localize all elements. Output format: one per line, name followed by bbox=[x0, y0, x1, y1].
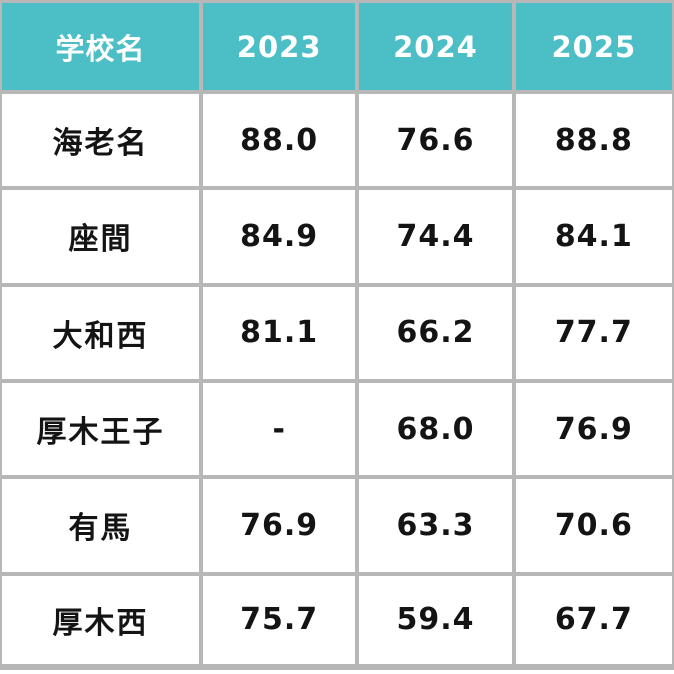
table-header: 学校名 2023 2024 2025 bbox=[2, 3, 672, 94]
header-cell-school-name: 学校名 bbox=[2, 3, 203, 94]
score-value-cell: 84.9 bbox=[203, 190, 360, 287]
score-value-cell: 74.4 bbox=[359, 190, 516, 287]
header-cell-2024: 2024 bbox=[359, 3, 516, 94]
score-value-cell: 88.8 bbox=[515, 94, 672, 191]
school-name-cell: 海老名 bbox=[2, 94, 203, 191]
school-name-cell: 有馬 bbox=[2, 479, 203, 576]
score-value-cell: 76.9 bbox=[203, 479, 360, 576]
header-cell-2025: 2025 bbox=[515, 3, 672, 94]
table-row: 大和西 81.1 66.2 77.7 bbox=[2, 286, 672, 383]
score-value-cell: 88.0 bbox=[203, 94, 360, 191]
school-name-cell: 厚木王子 bbox=[2, 382, 203, 480]
score-value-cell: - bbox=[203, 382, 360, 480]
score-value-cell: 76.6 bbox=[359, 94, 516, 191]
score-value-cell: 63.3 bbox=[359, 479, 516, 576]
score-value-cell: 68.0 bbox=[359, 382, 516, 480]
score-value-cell: 70.6 bbox=[515, 479, 672, 576]
score-value-cell: 75.7 bbox=[203, 575, 360, 664]
header-cell-2023: 2023 bbox=[203, 3, 360, 94]
score-value-cell: 81.1 bbox=[203, 286, 360, 383]
table-row: 座間 84.9 74.4 84.1 bbox=[2, 190, 672, 287]
table-body: 海老名 88.0 76.6 88.8 座間 84.9 74.4 84.1 大和西 81.1 66.2… bbox=[2, 94, 672, 664]
score-value-cell: 59.4 bbox=[359, 575, 516, 664]
score-value-cell: 77.7 bbox=[515, 286, 672, 383]
table-row: 厚木西 75.7 59.4 67.7 bbox=[2, 575, 672, 664]
score-value-cell: 67.7 bbox=[515, 575, 672, 664]
table-row: 有馬 76.9 63.3 70.6 bbox=[2, 479, 672, 576]
table-row: 海老名 88.0 76.6 88.8 bbox=[2, 94, 672, 191]
school-name-cell: 座間 bbox=[2, 190, 203, 287]
header-row: 学校名 2023 2024 2025 bbox=[2, 3, 672, 94]
score-value-cell: 66.2 bbox=[359, 286, 516, 383]
score-value-cell: 84.1 bbox=[515, 190, 672, 287]
school-name-cell: 大和西 bbox=[2, 286, 203, 383]
school-name-cell: 厚木西 bbox=[2, 575, 203, 664]
table-row: 厚木王子 -68.0 76.9 bbox=[2, 382, 672, 480]
score-value-cell: 76.9 bbox=[515, 382, 672, 480]
